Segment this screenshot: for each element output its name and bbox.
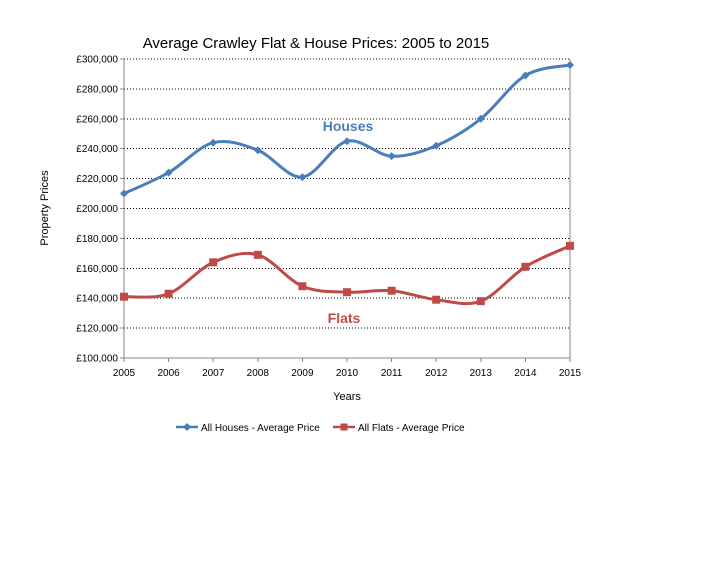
chart-title: Average Crawley Flat & House Prices: 200… <box>143 35 490 52</box>
data-point-houses <box>343 137 351 146</box>
legend-item-houses: All Houses - Average Price <box>176 423 320 434</box>
data-point-houses <box>298 173 307 182</box>
data-point-houses <box>164 168 173 177</box>
y-tick-label: £120,000 <box>76 324 118 335</box>
x-tick-label: 2008 <box>247 368 270 379</box>
data-point-flats <box>387 286 396 295</box>
data-point-houses <box>521 71 530 80</box>
data-point-flats <box>566 241 574 250</box>
data-point-houses <box>253 146 262 155</box>
y-tick-label: £300,000 <box>76 55 118 66</box>
data-point-houses <box>566 60 574 69</box>
y-tick-label: £140,000 <box>76 294 118 305</box>
x-tick-label: 2015 <box>559 368 582 379</box>
y-tick-label: £100,000 <box>76 354 118 365</box>
x-tick-label: 2014 <box>514 368 537 379</box>
data-point-flats <box>120 292 128 301</box>
data-point-houses <box>476 114 485 123</box>
legend-marker-houses <box>183 423 191 431</box>
legend-label-houses: All Houses - Average Price <box>201 423 320 434</box>
y-tick-label: £260,000 <box>76 114 118 125</box>
x-tick-label: 2009 <box>291 368 314 379</box>
y-axis-title: Property Prices <box>39 170 51 246</box>
x-axis-title: Years <box>333 391 361 403</box>
data-point-flats <box>343 288 351 297</box>
y-axis-ticks: £100,000 £120,000 £140,000 £160,000 £180,000… <box>76 55 124 365</box>
data-point-houses <box>387 152 396 161</box>
x-tick-label: 2006 <box>157 368 180 379</box>
data-point-houses <box>432 141 441 150</box>
x-tick-label: 2005 <box>113 368 136 379</box>
x-tick-label: 2012 <box>425 368 448 379</box>
legend-item-flats: All Flats - Average Price <box>333 423 465 434</box>
x-axis-ticks: 2005 2006 2007 2008 2009 2010 2011 2012 2013 2014… <box>113 358 582 379</box>
data-point-flats <box>521 262 530 271</box>
legend-label-flats: All Flats - Average Price <box>358 423 465 434</box>
flats-annotation: Flats <box>328 310 361 326</box>
y-tick-label: £200,000 <box>76 204 118 215</box>
data-point-houses <box>209 138 218 147</box>
series-layer <box>120 60 574 306</box>
y-tick-label: £280,000 <box>76 84 118 95</box>
data-point-houses <box>120 189 128 198</box>
data-point-flats <box>432 295 441 304</box>
x-tick-label: 2010 <box>336 368 359 379</box>
x-tick-label: 2013 <box>470 368 493 379</box>
data-point-flats <box>253 250 262 259</box>
data-point-flats <box>164 289 173 298</box>
data-point-flats <box>476 297 485 306</box>
data-point-flats <box>209 258 218 267</box>
y-tick-label: £160,000 <box>76 264 118 275</box>
legend-marker-flats <box>340 423 348 431</box>
y-tick-label: £180,000 <box>76 234 118 245</box>
gridlines <box>124 58 570 329</box>
y-tick-label: £240,000 <box>76 144 118 155</box>
houses-annotation: Houses <box>323 118 374 134</box>
x-tick-label: 2007 <box>202 368 225 379</box>
data-point-flats <box>298 282 307 291</box>
x-tick-label: 2011 <box>381 368 403 379</box>
y-tick-label: £220,000 <box>76 174 118 185</box>
legend: All Houses - Average Price All Flats - A… <box>176 423 465 434</box>
